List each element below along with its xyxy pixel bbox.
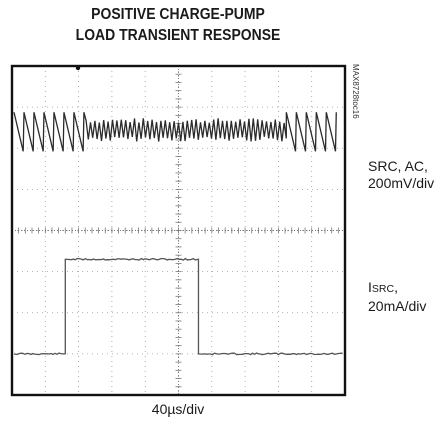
graticule <box>12 66 345 395</box>
trace-label-isrc-line-1: ISRC, <box>368 279 426 298</box>
trace-label-isrc-line-2: 20mA/div <box>368 298 427 314</box>
trace-src-ripple <box>13 112 337 152</box>
isrc-subscript: SRC <box>371 283 395 295</box>
trace-label-src-line-2: 200mV/div <box>368 175 435 191</box>
trace-label-src: SRC, AC, 200mV/div <box>368 158 434 192</box>
x-axis-label: 40µs/div <box>151 401 205 417</box>
trace-isrc-current <box>13 257 343 356</box>
trace-label-src-line-1: SRC, AC, <box>368 158 428 174</box>
part-number-text: MAX8728toc16 <box>351 64 360 119</box>
chart-title: POSITIVE CHARGE-PUMP LOAD TRANSIENT RESP… <box>18 4 338 46</box>
trigger-marker <box>75 65 81 71</box>
isrc-prefix: I <box>368 279 372 295</box>
trace-label-isrc: ISRC, 20mA/div <box>368 279 426 315</box>
chart-title-line-1: POSITIVE CHARGE-PUMP <box>91 6 265 23</box>
plot-frame <box>10 64 347 397</box>
part-number-label: MAX8728toc16 <box>351 64 361 124</box>
chart-title-line-2: LOAD TRANSIENT RESPONSE <box>75 27 281 44</box>
isrc-suffix: , <box>394 279 398 295</box>
